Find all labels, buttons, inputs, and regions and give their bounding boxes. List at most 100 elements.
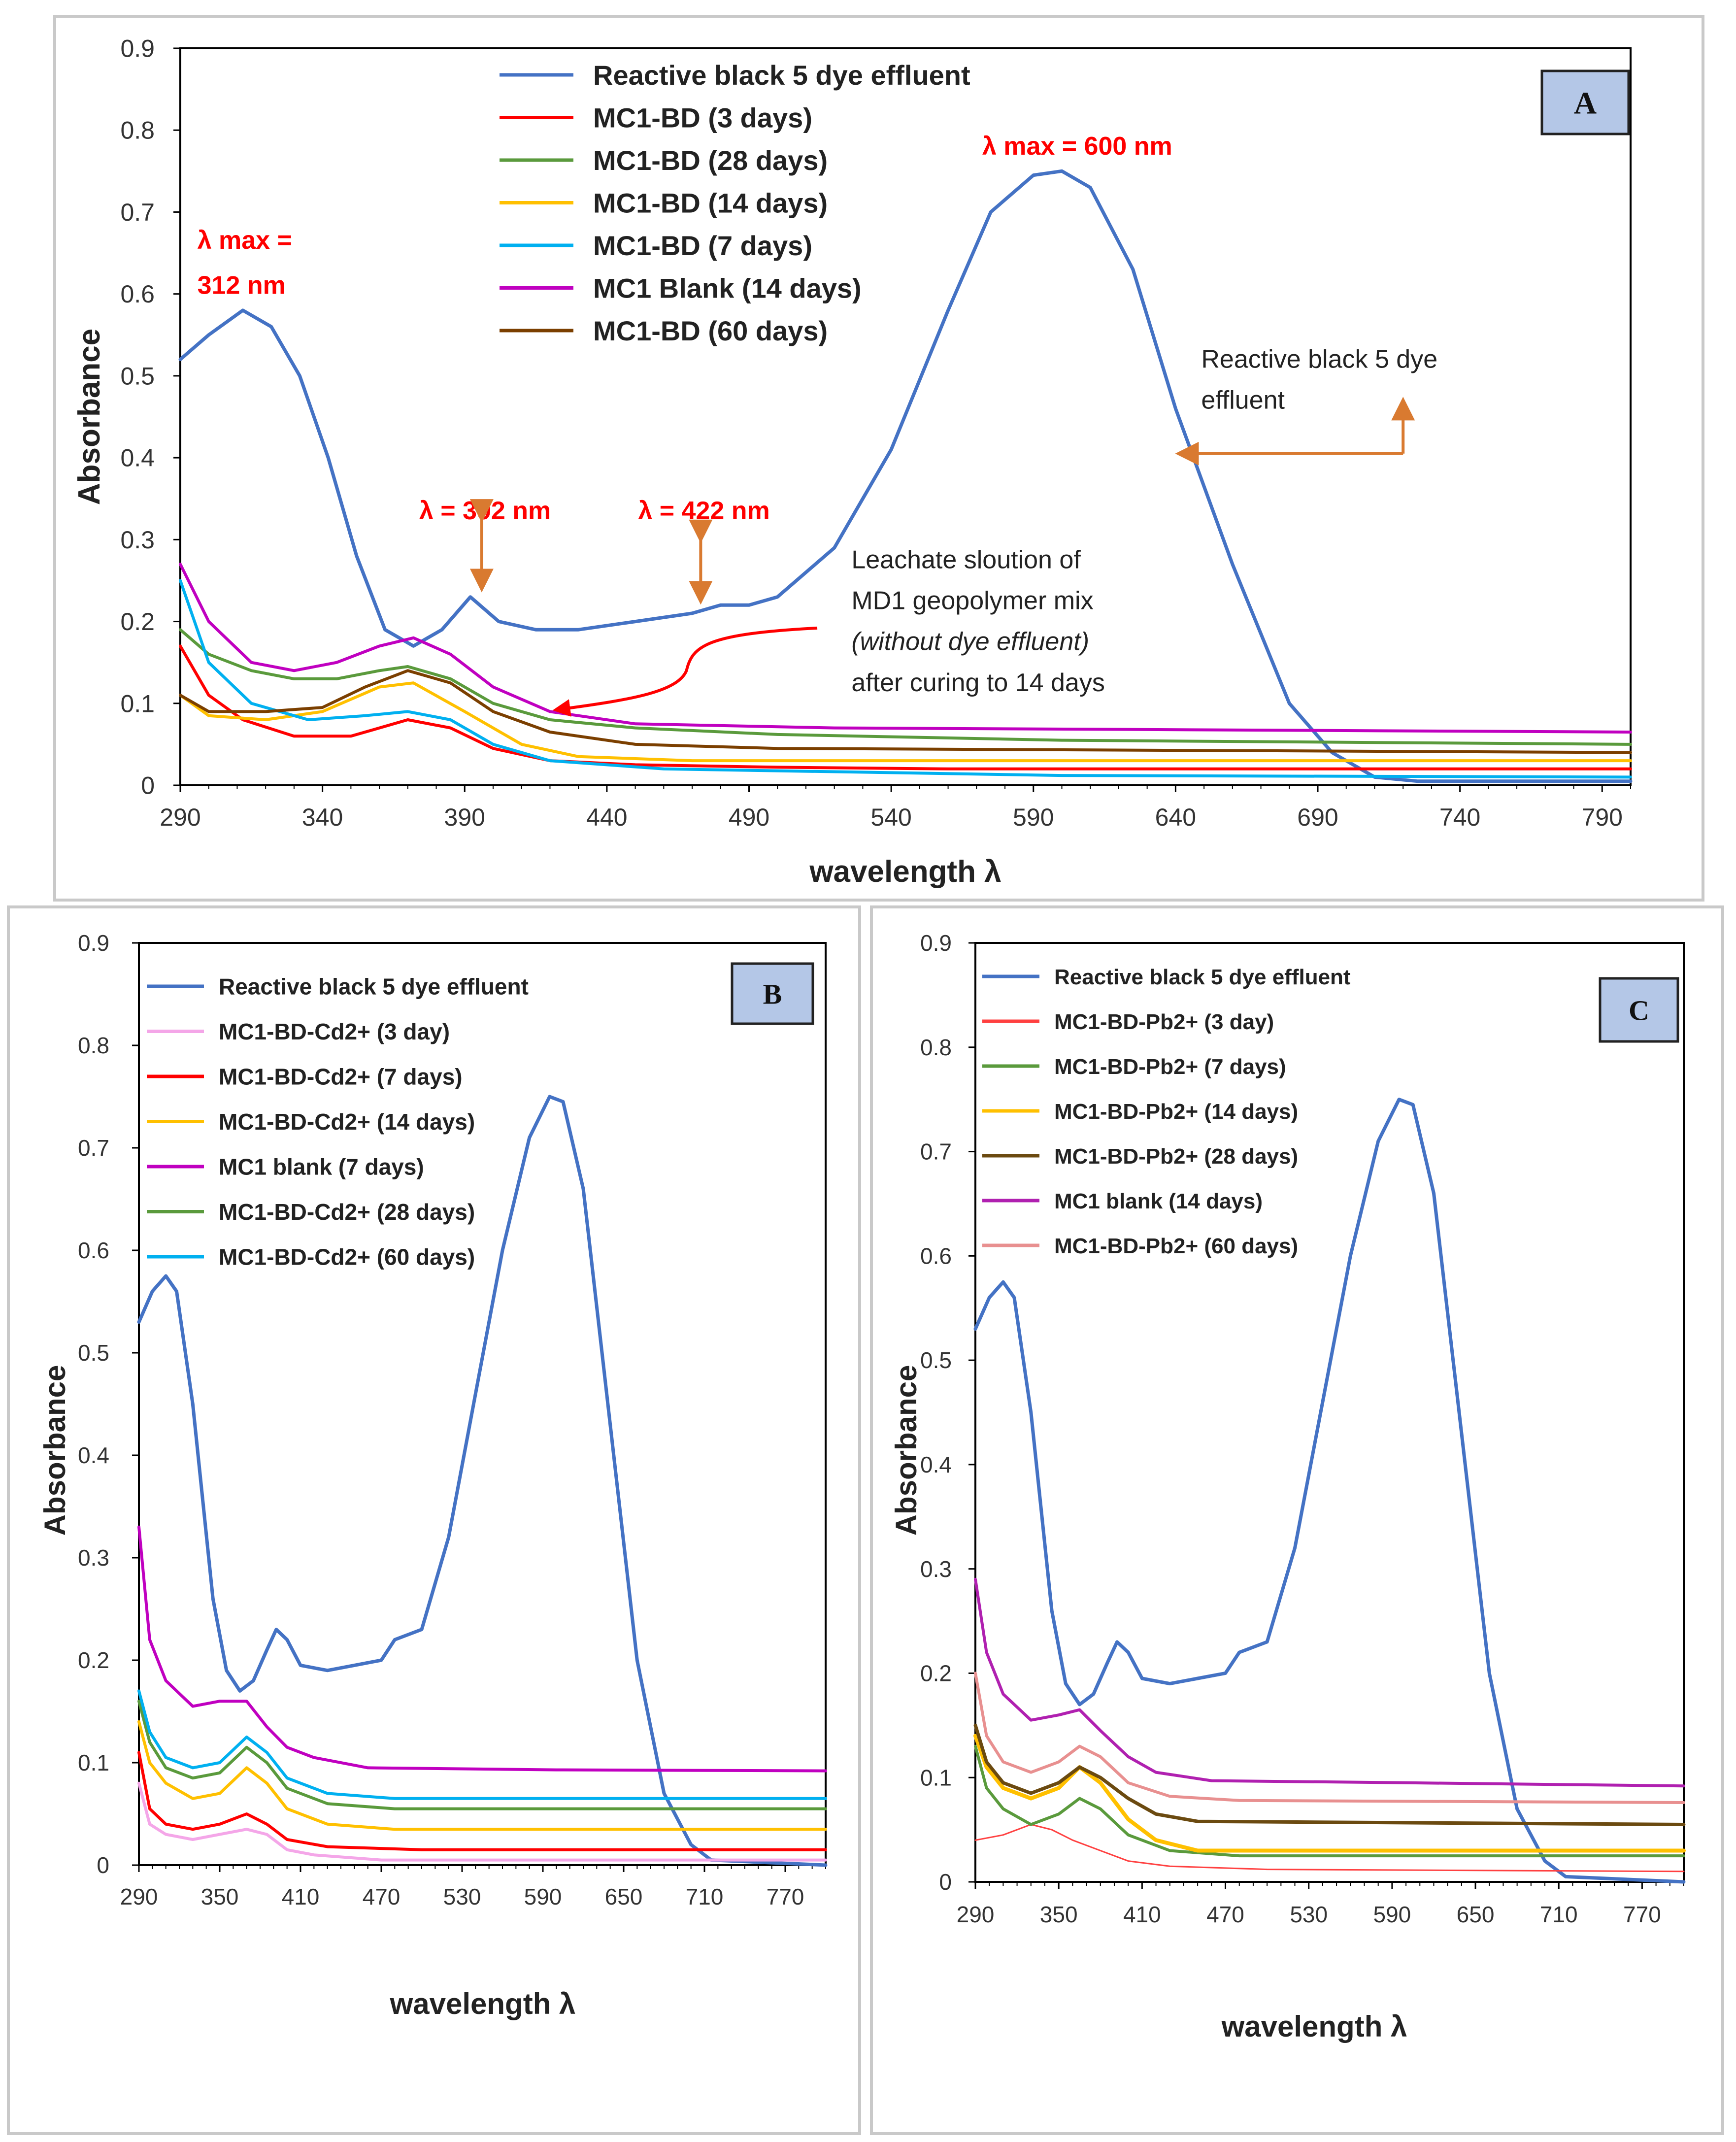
y-tick-label: 0.6	[78, 1238, 109, 1263]
chart-c-svg: 0 0.1 0.2 0.3 0.4 0.5 0.6 0.7 0.8 0.9 290 350 410 470…	[890, 930, 1686, 2043]
x-tick-label: 770	[767, 1884, 804, 1909]
panel-label-box	[731, 962, 814, 1025]
x-tick-label: 740	[1439, 803, 1480, 831]
legend-entry: MC1-BD-Pb2+ (3 day)	[1054, 1010, 1274, 1034]
y-tick-label: 0.9	[920, 930, 952, 956]
y-tick-label: 0.1	[120, 690, 155, 717]
series-line-6	[137, 1689, 827, 1800]
x-tick-label: 640	[1155, 803, 1196, 831]
x-tick-label: 710	[686, 1884, 724, 1909]
x-tick-label: 290	[957, 1902, 995, 1927]
legend-entry: MC1-BD (3 days)	[593, 102, 812, 134]
legend-entry: MC1 Blank (14 days)	[593, 273, 862, 304]
series-line-1	[974, 1824, 1685, 1873]
x-tick-label: 290	[160, 803, 200, 831]
panel-label: C	[1629, 994, 1649, 1026]
legend-entry: MC1-BD-Cd2+ (14 days)	[219, 1109, 475, 1135]
y-tick-label: 0	[141, 772, 155, 800]
annotation-text: Reactive black 5 dye	[1201, 345, 1437, 373]
chart-panel-b: 0 0.1 0.2 0.3 0.4 0.5 0.6 0.7 0.8 0.9 290 350 410 470…	[7, 905, 861, 2135]
legend-entry: MC1-BD-Cd2+ (7 days)	[219, 1064, 463, 1090]
y-tick-label: 0.3	[120, 526, 155, 554]
plot-area-frame	[179, 47, 1632, 786]
legend-entry: Reactive black 5 dye effluent	[219, 974, 529, 1000]
series-line-4	[973, 1723, 1686, 1826]
x-tick-label: 690	[1297, 803, 1338, 831]
x-tick-label: 790	[1582, 803, 1623, 831]
y-axis-label: Absorbance	[890, 1365, 923, 1536]
plot-area-frame	[138, 942, 827, 1866]
y-tick-label: 0.7	[78, 1135, 109, 1161]
annotation-text: λ max = 600 nm	[982, 132, 1172, 161]
legend-entry: MC1-BD-Pb2+ (14 days)	[1054, 1100, 1298, 1124]
x-tick-label: 390	[444, 803, 485, 831]
series-line-5	[179, 563, 1632, 734]
y-tick-label: 0.1	[920, 1765, 952, 1790]
y-tick-label: 0.4	[78, 1442, 109, 1468]
legend-entry: Reactive black 5 dye effluent	[1054, 965, 1351, 989]
series-line-1	[137, 1781, 827, 1862]
y-tick-label: 0.2	[120, 608, 155, 636]
series-line-1	[179, 644, 1632, 770]
legend-entry: MC1-BD-Pb2+ (7 days)	[1054, 1055, 1286, 1079]
chart-panel-c: 0 0.1 0.2 0.3 0.4 0.5 0.6 0.7 0.8 0.9 290 350 410 470…	[870, 905, 1724, 2135]
x-tick-label: 340	[302, 803, 343, 831]
series-line-3	[179, 681, 1632, 763]
y-tick-label: 0.3	[920, 1556, 952, 1582]
series-line-3	[973, 1734, 1686, 1853]
x-axis-label: wavelength λ	[1221, 2010, 1407, 2043]
legend-entry: MC1-BD-Pb2+ (28 days)	[1054, 1144, 1298, 1169]
y-tick-label: 0.5	[120, 362, 155, 390]
x-tick-label: 590	[1013, 803, 1054, 831]
x-tick-label: 540	[870, 803, 911, 831]
legend-entry: MC1-BD-Cd2+ (3 day)	[219, 1019, 450, 1044]
x-tick-label: 470	[363, 1884, 401, 1909]
series-line-2	[974, 1744, 1685, 1858]
x-tick-label: 470	[1206, 1902, 1244, 1927]
panel-label: B	[763, 978, 782, 1010]
x-axis-label: wavelength λ	[390, 1987, 576, 2020]
x-tick-label: 490	[729, 803, 769, 831]
annotation-text: Leachate sloution of	[851, 546, 1081, 574]
panel-label: A	[1574, 85, 1597, 120]
y-axis-label: Absorbance	[38, 1365, 71, 1536]
annotation-text: λ = 422 nm	[638, 497, 769, 525]
y-tick-label: 0.6	[120, 280, 155, 308]
x-tick-label: 410	[282, 1884, 320, 1909]
annotation-text: λ = 392 nm	[419, 497, 551, 525]
x-axis-label: wavelength λ	[809, 855, 1001, 889]
legend-entry: MC1-BD (60 days)	[593, 315, 828, 346]
series-line-0	[973, 1098, 1686, 1884]
y-tick-label: 0	[939, 1869, 952, 1895]
series-line-2	[137, 1751, 827, 1851]
annotation-text: effluent	[1201, 386, 1285, 414]
x-tick-label: 350	[1040, 1902, 1078, 1927]
chart-b-svg: 0 0.1 0.2 0.3 0.4 0.5 0.6 0.7 0.8 0.9 290 350 410 470…	[38, 930, 828, 2020]
legend-entry: MC1-BD (7 days)	[593, 230, 812, 261]
series-line-3	[137, 1720, 827, 1831]
legend-entry: MC1-BD-Cd2+ (60 days)	[219, 1244, 475, 1270]
series-line-5	[137, 1700, 827, 1810]
legend-entry: MC1-BD-Pb2+ (60 days)	[1054, 1234, 1298, 1258]
series-line-0	[137, 1095, 828, 1867]
annotation-text: λ max =	[198, 226, 292, 255]
y-tick-label: 0.9	[120, 35, 155, 63]
x-tick-label: 650	[605, 1884, 643, 1909]
legend-entry: MC1 blank (14 days)	[1054, 1189, 1263, 1213]
legend-entry: MC1-BD (14 days)	[593, 188, 828, 219]
panel-label-box	[1599, 977, 1679, 1043]
y-tick-label: 0.6	[920, 1243, 952, 1269]
y-tick-label: 0.5	[78, 1340, 109, 1366]
y-tick-label: 0.2	[78, 1647, 109, 1673]
annotation-text: after curing to 14 days	[851, 669, 1105, 697]
y-tick-label: 0.8	[120, 117, 155, 144]
x-tick-label: 590	[524, 1884, 562, 1909]
y-tick-label: 0.9	[78, 930, 109, 956]
plot-area-frame	[974, 942, 1685, 1883]
x-tick-label: 590	[1373, 1902, 1411, 1927]
y-tick-label: 0.2	[920, 1661, 952, 1686]
series-line-5	[974, 1577, 1685, 1788]
series-line-6	[179, 669, 1632, 754]
annotation-text: MD1 geopolymer mix	[851, 587, 1093, 615]
y-tick-label: 0.4	[120, 444, 155, 472]
